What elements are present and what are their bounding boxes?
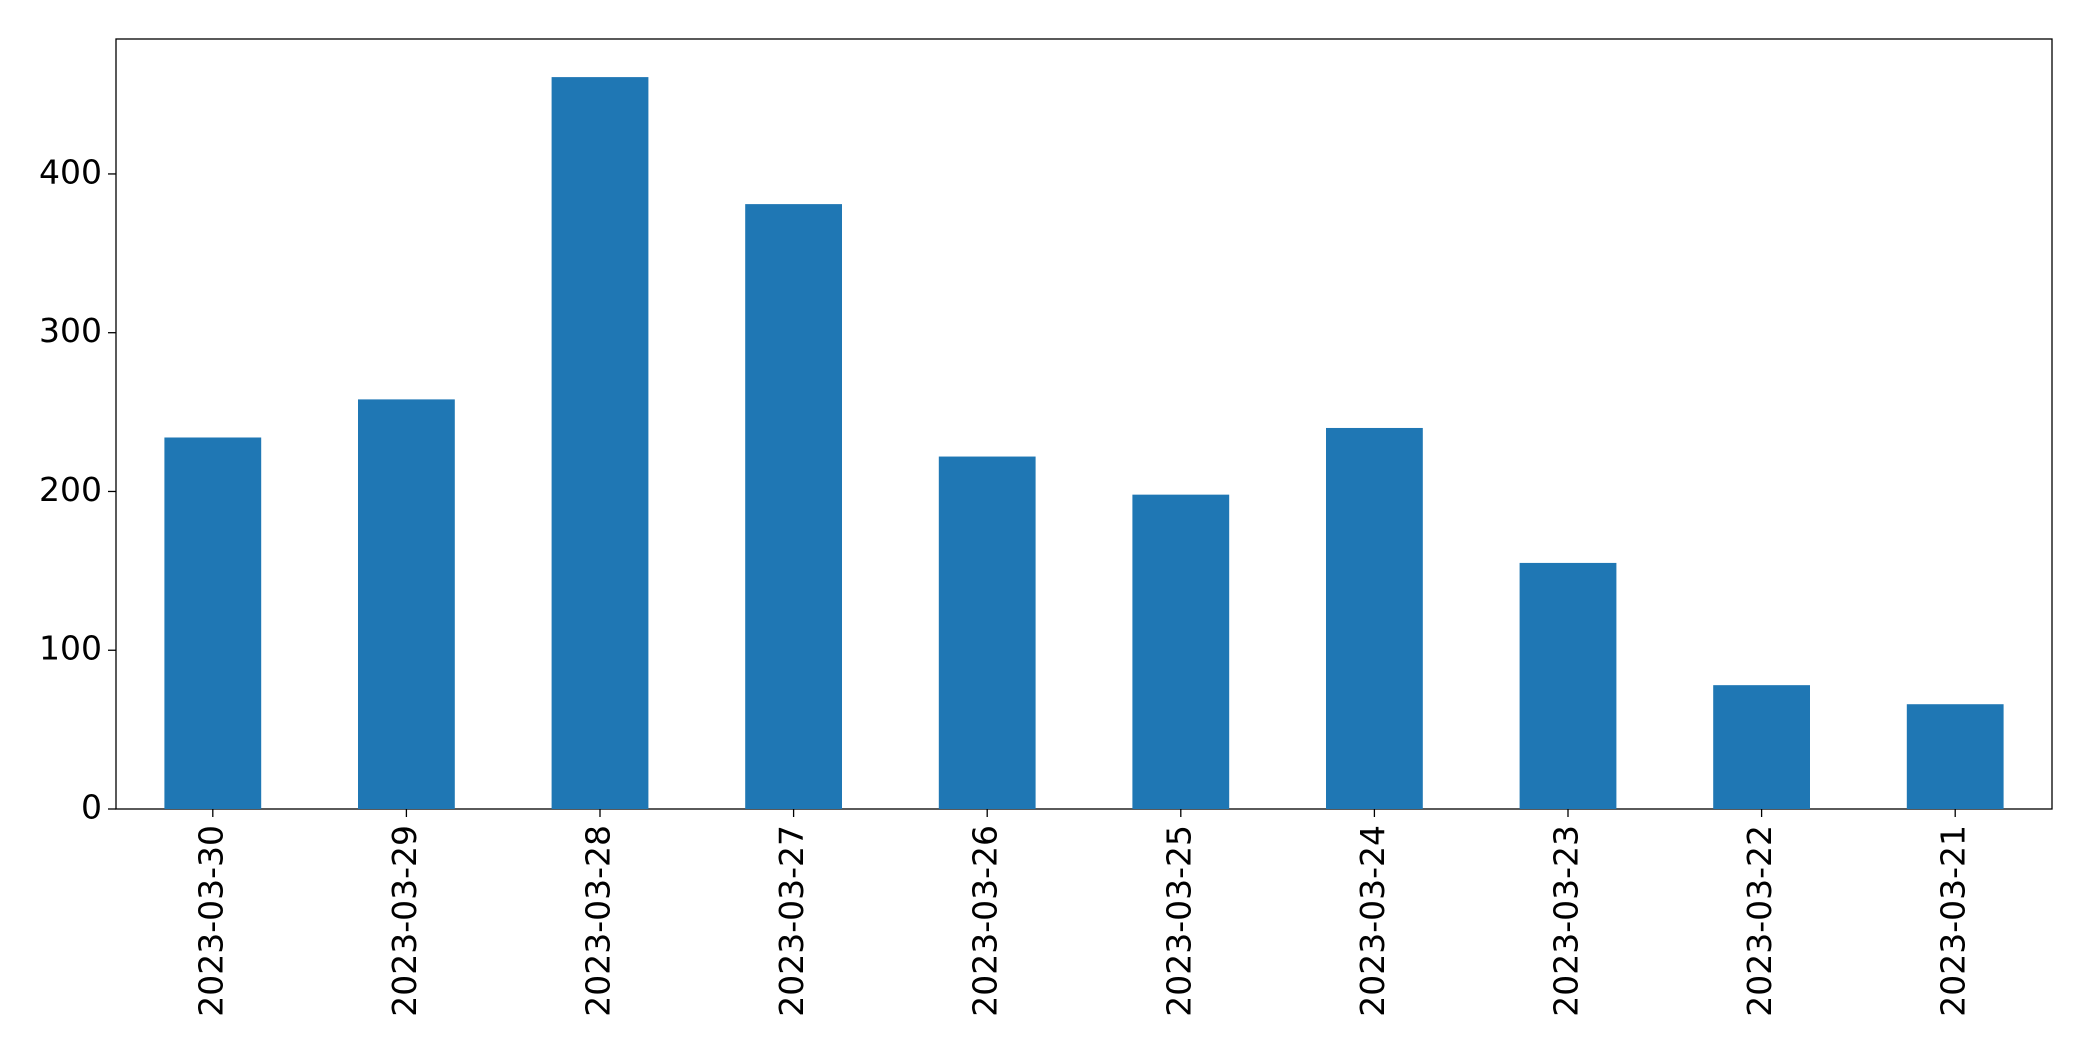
y-tick-label: 400	[39, 152, 102, 191]
bar	[1132, 494, 1230, 809]
y-tick-label: 100	[39, 629, 102, 668]
bar	[1713, 685, 1810, 809]
bar	[938, 456, 1036, 809]
bar	[1519, 562, 1617, 809]
x-tick-label: 2023-03-30	[191, 825, 230, 1017]
bar	[358, 399, 455, 809]
x-tick-label: 2023-03-22	[1740, 825, 1779, 1017]
bar	[745, 204, 842, 809]
x-tick-label: 2023-03-26	[966, 825, 1005, 1017]
y-tick-label: 300	[39, 311, 102, 350]
x-tick-label: 2023-03-25	[1159, 825, 1198, 1017]
y-tick-label: 0	[81, 788, 102, 827]
y-tick-label: 200	[39, 470, 102, 509]
x-tick-label: 2023-03-28	[579, 825, 618, 1017]
bar	[1326, 427, 1423, 809]
x-tick-label: 2023-03-29	[385, 825, 424, 1017]
plot-frame	[115, 38, 2053, 810]
x-tick-label: 2023-03-21	[1934, 825, 1973, 1017]
bar	[164, 437, 262, 809]
x-tick-label: 2023-03-27	[772, 825, 811, 1017]
x-tick-label: 2023-03-24	[1353, 825, 1392, 1017]
bar	[1906, 704, 2004, 809]
x-tick-label: 2023-03-23	[1547, 825, 1586, 1017]
bar	[551, 77, 649, 810]
